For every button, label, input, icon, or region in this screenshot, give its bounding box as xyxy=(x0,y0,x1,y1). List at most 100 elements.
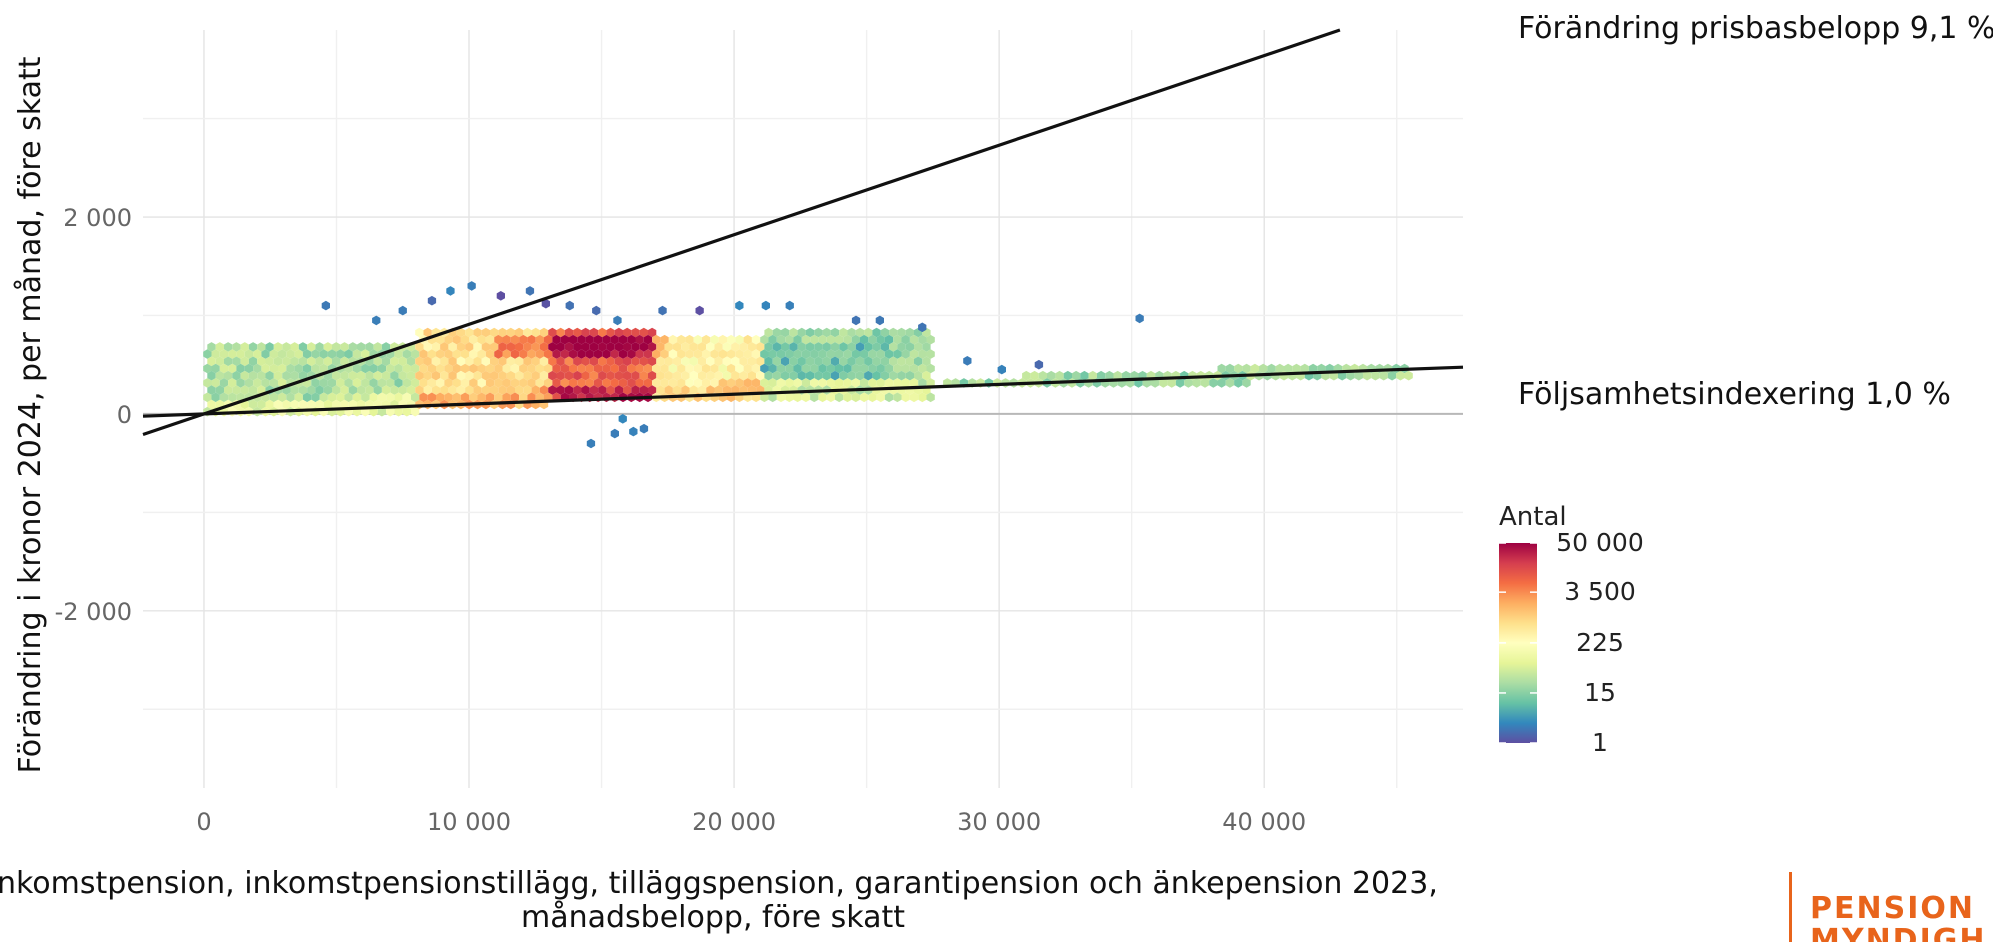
hexbin-cell xyxy=(805,342,815,352)
hexbin-cell xyxy=(735,378,744,388)
grid xyxy=(143,30,1463,788)
hexbin-cell xyxy=(294,363,303,374)
hexbin-cell xyxy=(847,370,856,381)
hexbin-cell xyxy=(623,327,632,338)
hexbin-cell xyxy=(390,385,399,395)
hexbin-cell xyxy=(660,378,669,388)
hexbin-cell xyxy=(539,385,549,395)
hexbin-cell xyxy=(756,356,765,367)
hexbin-cell xyxy=(398,370,407,381)
hexbin-cell xyxy=(232,385,241,395)
hexbin-cell xyxy=(768,378,777,388)
hexbin-cell xyxy=(506,342,515,352)
hexbin-cell xyxy=(261,363,270,374)
hexbin-cell xyxy=(614,356,623,367)
hexbin-cell xyxy=(323,342,332,352)
hexbin-cell xyxy=(361,363,370,374)
hexbin-cell xyxy=(282,370,291,381)
hexbin-cell xyxy=(431,356,441,367)
hexbin-cell xyxy=(805,370,815,381)
hexbin-cell xyxy=(523,356,532,367)
hexbin-cell xyxy=(494,392,503,403)
hexbin-cell xyxy=(361,349,370,359)
hexbin-cell xyxy=(510,349,520,359)
hexbin-cell xyxy=(880,342,890,352)
hexbin-cell xyxy=(394,349,403,359)
hexbin-cell xyxy=(444,378,453,388)
hexbin-cell xyxy=(851,363,860,374)
hexbin-cell xyxy=(722,385,732,395)
hexbin-cell xyxy=(444,363,453,374)
hexbin-cell xyxy=(864,327,873,338)
hexbin-cell xyxy=(864,342,873,352)
hexbin-cell xyxy=(756,342,765,352)
hexbin-cell xyxy=(664,385,673,395)
hexbin-cell xyxy=(253,349,262,359)
legend-label: 225 xyxy=(1576,628,1624,657)
hexbin-cell xyxy=(485,378,495,388)
hexbin-cell xyxy=(639,423,649,434)
hexbin-cell xyxy=(826,334,835,345)
x-tick-label: 30 000 xyxy=(957,808,1041,836)
hexbin-cell xyxy=(681,385,690,395)
hexbin-cell xyxy=(618,334,628,345)
hexbin-cell xyxy=(1300,363,1309,374)
hexbin-cell xyxy=(839,356,848,367)
hexbin-cell xyxy=(889,370,898,381)
hexbin-cell xyxy=(1234,378,1243,388)
hexbin-cell xyxy=(515,385,524,395)
hexbin-cell xyxy=(390,370,399,381)
hexbin-cell xyxy=(639,356,648,367)
logo-line2: MYNDIGH xyxy=(1810,923,1986,942)
hexbin-cell xyxy=(531,342,540,352)
hexbin-cell xyxy=(614,327,623,338)
hexbin-cell xyxy=(419,378,428,388)
hexbin-cell xyxy=(348,342,357,352)
hexbin-cell xyxy=(884,363,894,374)
hexbin-cell xyxy=(298,342,308,352)
hexbin-cell xyxy=(851,378,860,388)
hexbin-cell xyxy=(593,378,603,388)
hexbin-cell xyxy=(290,356,299,367)
hexbin-cell xyxy=(585,363,594,374)
hexbin-cell xyxy=(519,349,528,359)
hexbin-cell xyxy=(781,370,790,381)
hexbin-cell xyxy=(261,378,270,388)
hexbin-cell xyxy=(735,300,744,311)
hexbin-cell xyxy=(394,406,403,417)
hexbin-cell xyxy=(490,327,499,338)
hexbin-cell xyxy=(423,370,432,381)
hexbin-cell xyxy=(539,370,549,381)
hexbin-cell xyxy=(1225,378,1235,388)
hexbin-cell xyxy=(706,385,715,395)
hexbin-cell xyxy=(452,349,461,359)
hexbin-cell xyxy=(693,334,702,345)
hexbin-cell xyxy=(257,370,266,381)
x-tick-label: 40 000 xyxy=(1222,808,1306,836)
hexbin-cell xyxy=(797,342,806,352)
hexbin-cell xyxy=(785,363,794,374)
hexbin-cell xyxy=(211,349,220,359)
hexbin-cell xyxy=(1209,378,1218,388)
hexbin-cell xyxy=(656,370,665,381)
hexbin-cell xyxy=(897,342,906,352)
hexbin-cell xyxy=(440,370,449,381)
hexbin-cell xyxy=(793,363,802,374)
hexbin-cell xyxy=(747,356,757,367)
hexbin-cell xyxy=(1038,370,1047,381)
hexbin-cell xyxy=(515,327,524,338)
hexbin-cell xyxy=(311,349,320,359)
hexbin-cell xyxy=(278,392,287,403)
hexbin-cell xyxy=(610,378,619,388)
hexbin-cell xyxy=(589,370,599,381)
hexbin-cell xyxy=(693,378,702,388)
hexbin-cell xyxy=(855,327,865,338)
hexbin-cell xyxy=(909,378,919,388)
hexbin-cell xyxy=(248,356,258,367)
hexbin-cell xyxy=(693,349,702,359)
hexbin-cell xyxy=(515,370,524,381)
hexbin-cell xyxy=(922,342,931,352)
hexbin-cell xyxy=(573,327,582,338)
hexbin-cell xyxy=(548,327,557,338)
hexbin-cell xyxy=(307,356,316,367)
